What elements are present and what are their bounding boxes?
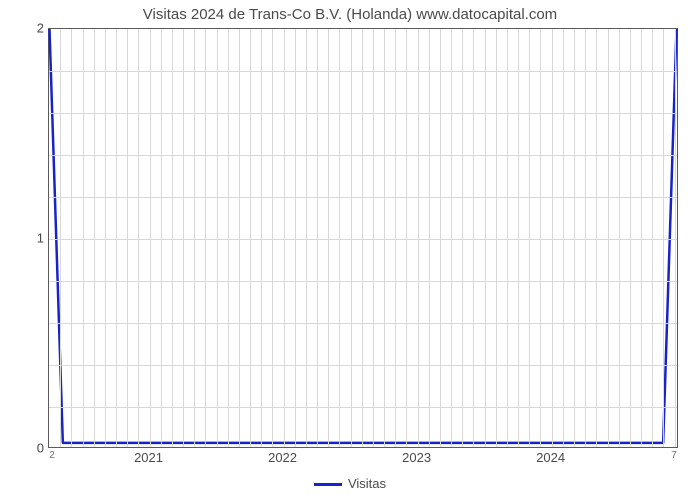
legend-label: Visitas xyxy=(348,476,386,491)
gridline-vertical xyxy=(317,29,318,447)
gridline-vertical xyxy=(138,29,139,447)
gridline-vertical xyxy=(94,29,95,447)
gridline-vertical xyxy=(641,29,642,447)
gridline-vertical xyxy=(585,29,586,447)
gridline-vertical xyxy=(596,29,597,447)
gridline-vertical xyxy=(127,29,128,447)
x-axis-tick-label: 2023 xyxy=(402,450,431,465)
gridline-horizontal xyxy=(49,113,677,114)
legend: Visitas xyxy=(0,476,700,491)
line-series xyxy=(49,29,677,447)
gridline-vertical xyxy=(194,29,195,447)
gridline-vertical xyxy=(71,29,72,447)
gridline-vertical xyxy=(406,29,407,447)
gridline-vertical xyxy=(105,29,106,447)
gridline-vertical xyxy=(418,29,419,447)
gridline-vertical xyxy=(451,29,452,447)
gridline-horizontal xyxy=(49,281,677,282)
gridline-vertical xyxy=(574,29,575,447)
chart-title: Visitas 2024 de Trans-Co B.V. (Holanda) … xyxy=(0,6,700,23)
gridline-vertical xyxy=(485,29,486,447)
x-axis-tick-label: 2024 xyxy=(536,450,565,465)
gridline-vertical xyxy=(183,29,184,447)
gridline-vertical xyxy=(440,29,441,447)
gridline-vertical xyxy=(161,29,162,447)
legend-swatch xyxy=(314,483,342,486)
gridline-vertical xyxy=(172,29,173,447)
gridline-vertical xyxy=(272,29,273,447)
gridline-horizontal xyxy=(49,155,677,156)
gridline-vertical xyxy=(239,29,240,447)
y-axis-tick-label: 2 xyxy=(24,21,44,36)
gridline-vertical xyxy=(339,29,340,447)
gridline-vertical xyxy=(496,29,497,447)
gridline-vertical xyxy=(284,29,285,447)
gridline-vertical xyxy=(663,29,664,447)
gridline-vertical xyxy=(619,29,620,447)
gridline-vertical xyxy=(563,29,564,447)
x-axis-tick-label: 2021 xyxy=(134,450,163,465)
plot-area xyxy=(48,28,678,448)
gridline-vertical xyxy=(462,29,463,447)
gridline-vertical xyxy=(675,29,676,447)
gridline-horizontal xyxy=(49,71,677,72)
gridline-vertical xyxy=(351,29,352,447)
gridline-vertical xyxy=(529,29,530,447)
gridline-vertical xyxy=(608,29,609,447)
gridline-vertical xyxy=(261,29,262,447)
gridline-vertical xyxy=(295,29,296,447)
gridline-vertical xyxy=(507,29,508,447)
y-axis-tick-label: 0 xyxy=(24,441,44,456)
x-axis-tick-label: 2022 xyxy=(268,450,297,465)
gridline-vertical xyxy=(60,29,61,447)
gridline-vertical xyxy=(228,29,229,447)
x-axis-end-label-left: 2 xyxy=(49,450,55,461)
gridline-vertical xyxy=(395,29,396,447)
gridline-vertical xyxy=(83,29,84,447)
gridline-vertical xyxy=(473,29,474,447)
gridline-vertical xyxy=(384,29,385,447)
gridline-vertical xyxy=(652,29,653,447)
gridline-vertical xyxy=(116,29,117,447)
gridline-vertical xyxy=(429,29,430,447)
gridline-horizontal xyxy=(49,239,677,240)
gridline-vertical xyxy=(306,29,307,447)
gridline-vertical xyxy=(328,29,329,447)
gridline-vertical xyxy=(540,29,541,447)
gridline-horizontal xyxy=(49,323,677,324)
y-axis-tick-label: 1 xyxy=(24,231,44,246)
gridline-vertical xyxy=(630,29,631,447)
gridline-vertical xyxy=(217,29,218,447)
gridline-vertical xyxy=(518,29,519,447)
gridline-vertical xyxy=(150,29,151,447)
gridline-horizontal xyxy=(49,407,677,408)
gridline-horizontal xyxy=(49,197,677,198)
x-axis-end-label-right: 7 xyxy=(671,450,677,461)
gridline-vertical xyxy=(373,29,374,447)
chart-container: Visitas 2024 de Trans-Co B.V. (Holanda) … xyxy=(0,0,700,500)
gridline-vertical xyxy=(205,29,206,447)
gridline-vertical xyxy=(362,29,363,447)
gridline-horizontal xyxy=(49,365,677,366)
gridline-vertical xyxy=(250,29,251,447)
gridline-vertical xyxy=(552,29,553,447)
